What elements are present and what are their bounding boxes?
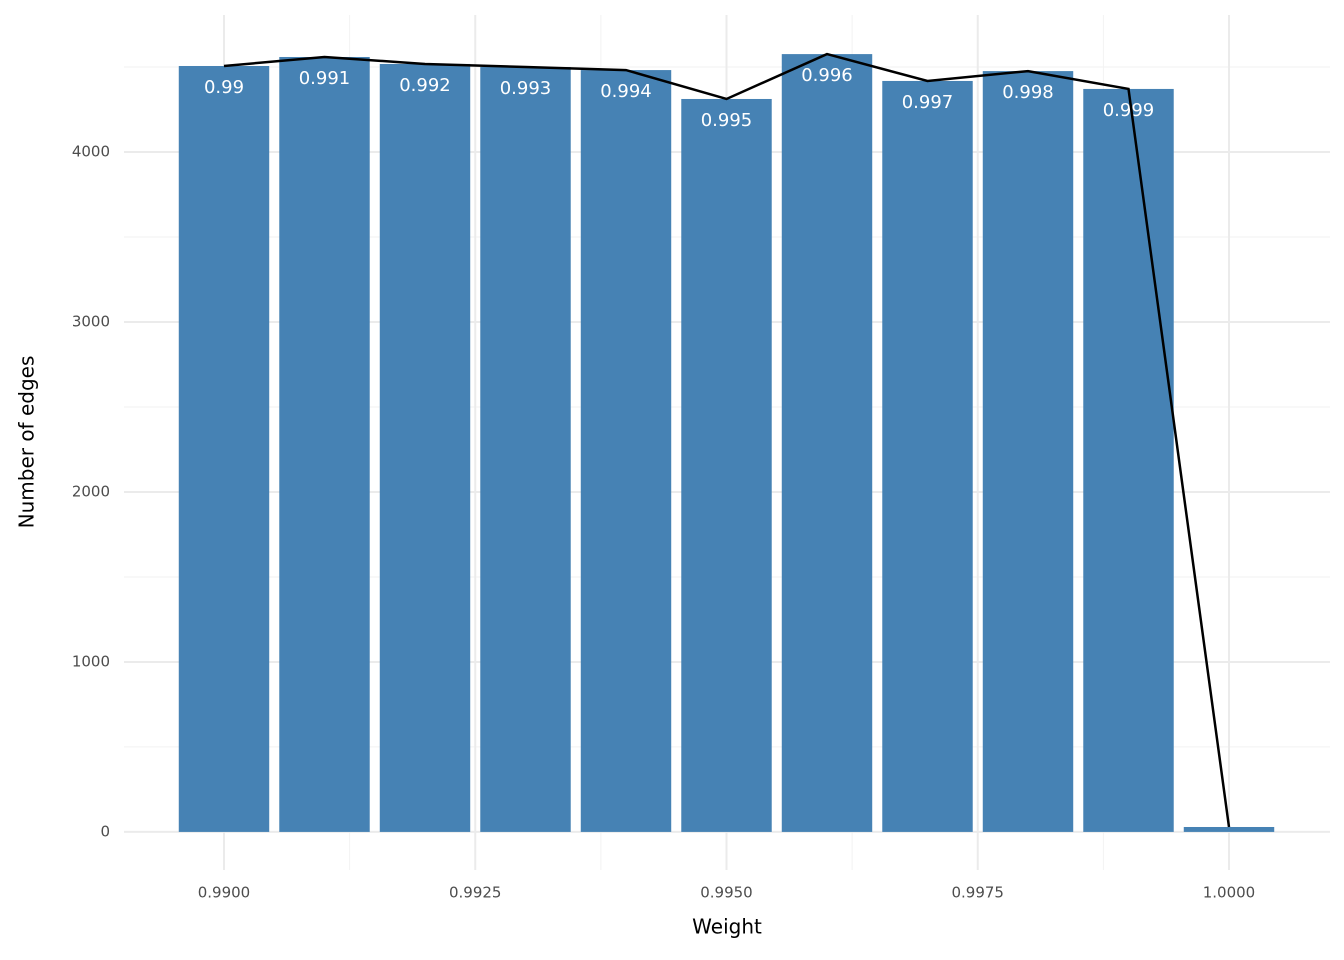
x-tick-label: 0.9975 — [951, 884, 1004, 902]
bar — [178, 65, 270, 832]
bar-label: 0.99 — [204, 77, 244, 98]
bar-label: 0.995 — [701, 110, 753, 131]
bar-label: 0.993 — [500, 78, 552, 99]
y-tick-label: 0 — [100, 822, 110, 840]
bar-label: 0.992 — [399, 75, 451, 96]
bar — [781, 54, 873, 832]
bar — [882, 80, 973, 832]
bar-label: 0.998 — [1002, 82, 1054, 103]
x-tick-label: 0.9925 — [449, 884, 502, 902]
trend-line — [223, 52, 1231, 828]
x-tick-label: 0.9950 — [700, 884, 753, 902]
x-tick-label: 1.0000 — [1203, 884, 1256, 902]
bar — [1183, 826, 1275, 832]
y-tick-label: 2000 — [72, 482, 110, 500]
y-axis-title: Number of edges — [15, 356, 39, 529]
bar-label: 0.991 — [299, 68, 351, 89]
bar — [1083, 88, 1174, 832]
bar — [279, 56, 370, 832]
bar — [580, 70, 672, 832]
x-axis-title: Weight — [692, 915, 762, 939]
bar — [982, 71, 1074, 832]
x-tick-label: 0.9900 — [198, 884, 251, 902]
bar — [379, 63, 471, 832]
bar-label: 0.994 — [600, 81, 652, 102]
bar — [480, 67, 571, 832]
y-tick-label: 3000 — [72, 312, 110, 330]
bar-label: 0.997 — [902, 92, 954, 113]
y-tick-label: 1000 — [72, 652, 110, 670]
bar — [681, 98, 772, 832]
bar-label: 0.996 — [801, 65, 853, 86]
bar-label: 0.999 — [1103, 100, 1155, 121]
y-tick-label: 4000 — [72, 143, 110, 161]
